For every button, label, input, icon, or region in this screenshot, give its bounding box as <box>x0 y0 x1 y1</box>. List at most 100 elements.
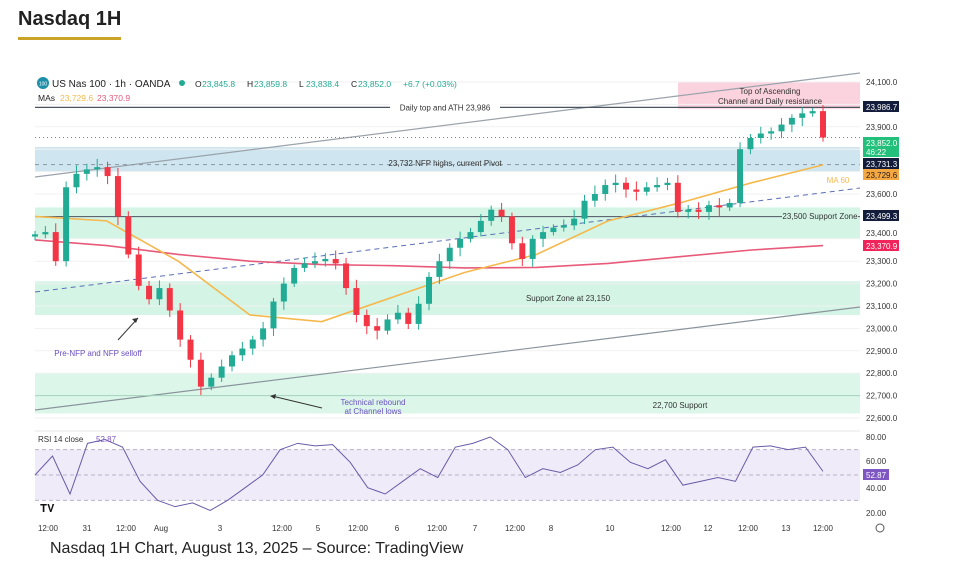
ohlc-value: 23,845.8 <box>202 79 235 89</box>
candle-body <box>612 182 619 186</box>
channel-top-line <box>34 72 861 178</box>
candle-body <box>135 254 142 286</box>
support-23150-annotation: Support Zone at 23,150 <box>526 294 611 303</box>
candle-body <box>602 185 609 194</box>
caption: Nasdaq 1H Chart, August 13, 2025 – Sourc… <box>50 540 464 557</box>
channel-bottom-line <box>34 306 861 411</box>
candle-body <box>63 187 70 262</box>
candle-body <box>394 312 401 320</box>
candle-body <box>156 288 163 300</box>
candle-body <box>249 339 256 349</box>
mas-label: MAs <box>38 93 55 103</box>
symbol-badge <box>37 77 49 89</box>
top-annotation-2: Channel and Daily resistance <box>718 97 823 106</box>
candle-body <box>446 247 453 262</box>
candle-body <box>52 232 59 262</box>
rsi-value-label: 52.87 <box>866 471 887 480</box>
candle-body <box>426 276 432 304</box>
rsi-tick-label: 20.00 <box>866 509 887 518</box>
settings-icon[interactable] <box>875 523 885 533</box>
candle-body <box>104 167 111 177</box>
ma200-line <box>34 239 824 269</box>
candle-body <box>664 182 671 186</box>
x-tick-label: 5 <box>316 524 321 533</box>
price-tick-label: 23,200.0 <box>866 280 898 289</box>
candle-body <box>146 285 153 300</box>
x-tick-label: 3 <box>218 524 223 533</box>
x-tick-label: 12:00 <box>38 524 59 533</box>
candle-body <box>560 225 567 228</box>
symbol-badge-text: 100 <box>39 82 48 88</box>
ma60-label: MA 60 <box>827 176 850 185</box>
candle-body <box>778 124 785 132</box>
price-label: 23,852.0 <box>866 139 898 148</box>
x-tick-label: 6 <box>395 524 400 533</box>
ohlc-key: L <box>299 79 304 89</box>
zone-3 <box>35 373 860 414</box>
candle-body <box>768 131 775 134</box>
candle-body <box>208 377 215 387</box>
price-label-bg <box>863 210 899 221</box>
label-bg <box>390 100 500 112</box>
candle-body <box>809 111 816 114</box>
x-tick-label: 12:00 <box>427 524 448 533</box>
tradingview-logo: 𝐓𝐕 <box>40 503 55 515</box>
symbol-label: US Nas 100 · 1h · OANDA <box>52 79 171 90</box>
chart[interactable]: Daily top and ATH 23,986 23,732 NFP highs… <box>0 0 954 540</box>
candle-body <box>311 261 318 264</box>
ath-annotation: Daily top and ATH 23,986 <box>400 103 491 112</box>
x-tick-label: 7 <box>473 524 478 533</box>
x-tick-label: 12:00 <box>348 524 369 533</box>
candle-body <box>674 182 681 212</box>
candle-body <box>571 218 578 226</box>
x-tick-label: 8 <box>549 524 554 533</box>
candle-body <box>716 205 723 208</box>
candle-body <box>788 117 795 125</box>
x-tick-label: 12:00 <box>116 524 137 533</box>
top-annotation: Top of Ascending <box>740 87 801 96</box>
price-tick-label: 23,600.0 <box>866 190 898 199</box>
rebound-annotation: Technical rebound <box>341 398 406 407</box>
candle-body <box>343 263 350 289</box>
ohlc-value: 23,852.0 <box>358 79 391 89</box>
price-label-bg <box>863 240 899 251</box>
rsi-tick-label: 60.00 <box>866 457 887 466</box>
candle-body <box>820 111 826 138</box>
candle-body <box>415 303 422 324</box>
price-label: 23,499.3 <box>866 212 898 221</box>
price-tick-label: 23,900.0 <box>866 123 898 132</box>
candle-body <box>114 176 121 217</box>
candle-body <box>747 138 754 150</box>
candle-body <box>654 185 661 188</box>
candle-body <box>726 202 733 208</box>
candle-body <box>643 187 650 192</box>
x-tick-label: 12:00 <box>661 524 682 533</box>
candle-body <box>42 232 49 235</box>
pivot-annotation: 23,732 NFP highs, current Pivot <box>388 159 502 168</box>
candle-body <box>32 234 38 237</box>
candle-body <box>405 312 412 324</box>
price-tick-label: 22,800.0 <box>866 369 898 378</box>
ohlc-key: O <box>195 79 202 89</box>
x-tick-label: 10 <box>606 524 615 533</box>
rebound-annotation-2: at Channel lows <box>345 407 402 416</box>
x-tick-label: Aug <box>154 524 168 533</box>
candle-body <box>685 209 692 212</box>
candle-body <box>332 258 339 264</box>
price-label: 23,731.3 <box>866 160 898 169</box>
x-tick-label: 31 <box>83 524 92 533</box>
price-tick-label: 23,400.0 <box>866 229 898 238</box>
candle-body <box>591 194 598 201</box>
countdown-label: 46:22 <box>866 148 887 157</box>
candle-body <box>488 209 495 221</box>
candle-body <box>363 314 370 327</box>
candle-body <box>477 220 484 233</box>
price-tick-label: 23,100.0 <box>866 302 898 311</box>
rsi-label: RSI 14 close <box>38 435 84 444</box>
selloff-annotation: Pre-NFP and NFP selloff <box>54 349 142 358</box>
rsi-line <box>34 436 824 512</box>
ohlc-value: 23,859.8 <box>254 79 287 89</box>
candle-body <box>540 232 547 239</box>
candle-body <box>197 359 204 387</box>
candle-body <box>73 173 80 188</box>
